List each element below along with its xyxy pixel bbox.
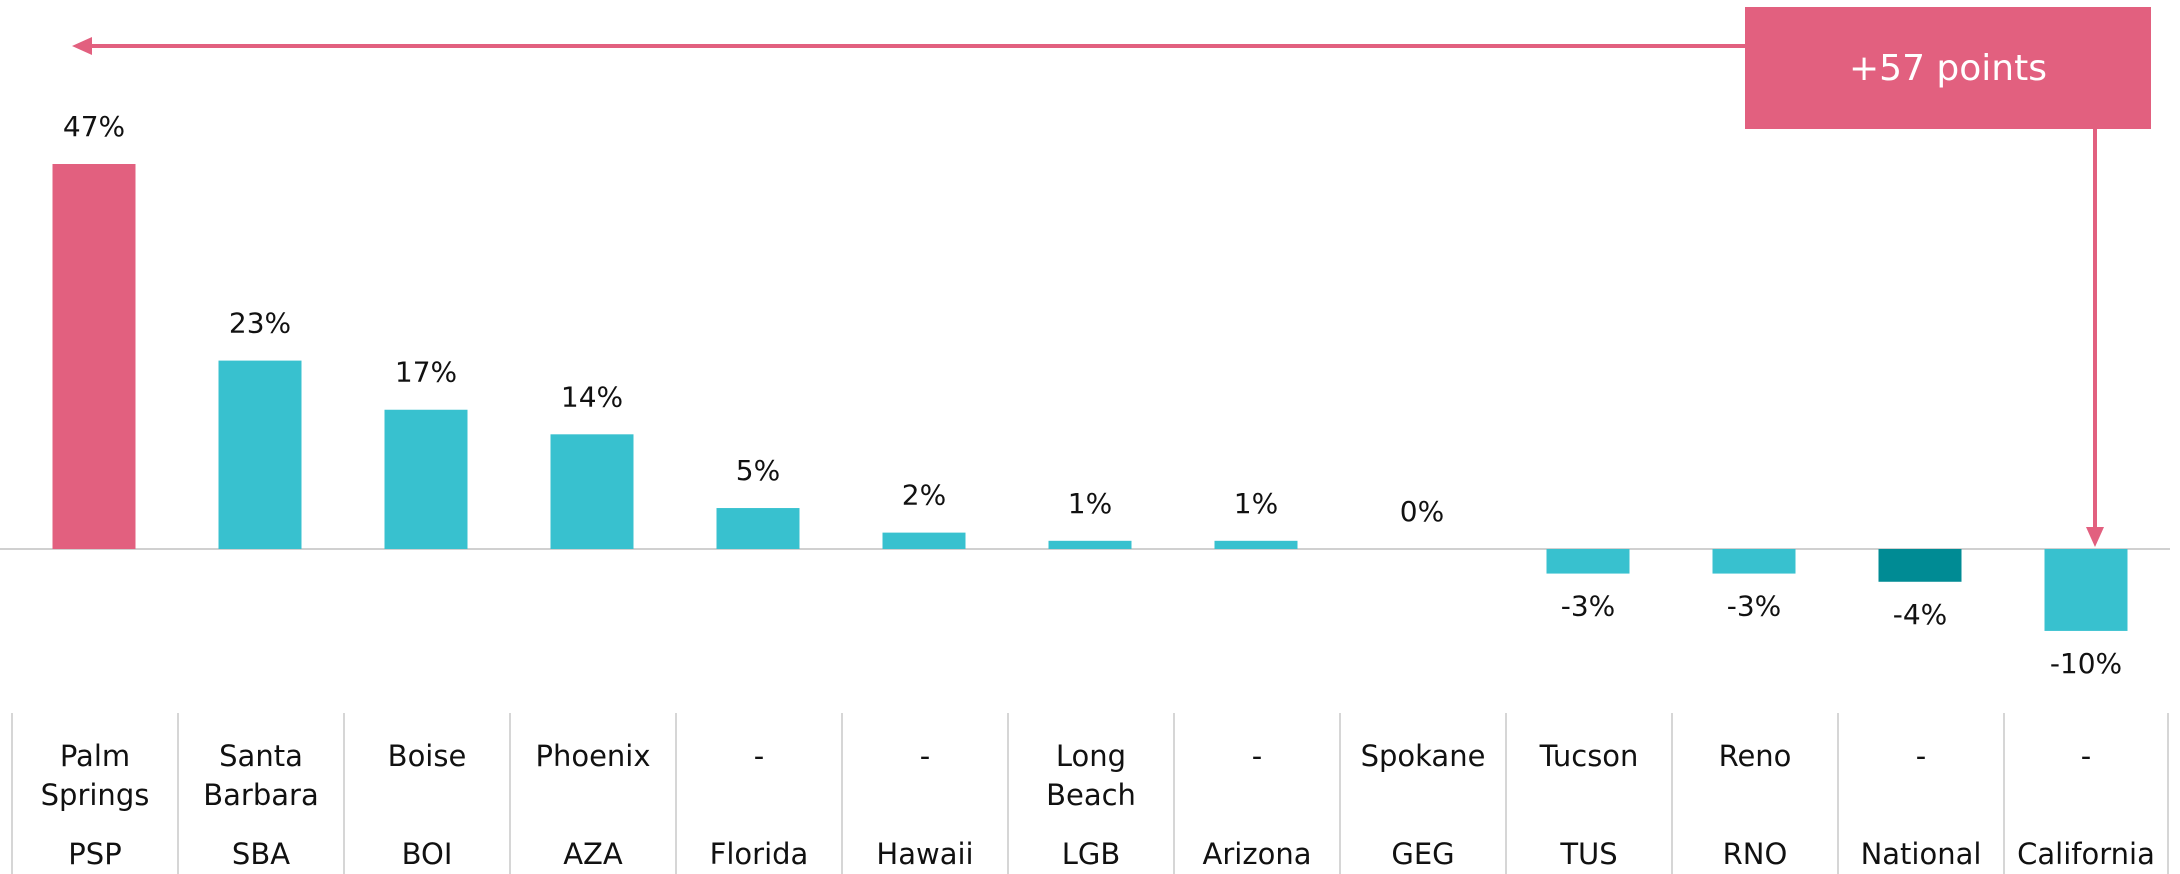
value-label: 47% [63, 110, 125, 143]
category-cell: Santa Barbara SBA [177, 713, 343, 874]
category-name: Tucson [1539, 739, 1639, 773]
value-label: -4% [1893, 598, 1948, 631]
bar [1546, 549, 1630, 574]
category-label: RNO [1722, 837, 1788, 871]
category-name: - [753, 739, 765, 773]
value-label: 0% [1400, 495, 1444, 528]
bar [384, 409, 468, 549]
value-label: -3% [1561, 590, 1616, 623]
category-cell: Reno RNO [1671, 713, 1837, 874]
bar [1878, 549, 1962, 582]
category-cell: Phoenix AZA [509, 713, 675, 874]
category-label: LGB [1061, 837, 1121, 871]
category-name: - [1915, 739, 1927, 773]
arrow-head [2086, 527, 2104, 547]
category-name: - [1251, 739, 1263, 773]
category-label: National [1860, 837, 1982, 871]
value-label: 14% [561, 380, 623, 413]
value-label: 1% [1234, 487, 1278, 520]
value-label: 1% [1068, 487, 1112, 520]
bar [716, 508, 800, 549]
annotation: +57 points [1745, 7, 2151, 129]
category-name: - [2080, 739, 2092, 773]
value-label: 2% [902, 479, 946, 512]
bar [2044, 549, 2128, 631]
category-name: Phoenix [535, 739, 651, 773]
arrow-head [72, 37, 92, 55]
value-label: 23% [229, 307, 291, 340]
category-name: Reno [1718, 739, 1792, 773]
category-cell: - Arizona [1173, 713, 1339, 874]
category-name: - [919, 739, 931, 773]
bar [1048, 540, 1132, 549]
category-label: AZA [563, 837, 623, 871]
category-name: Long Beach [1046, 739, 1136, 812]
category-label: Arizona [1202, 837, 1312, 871]
category-label: BOI [401, 837, 453, 871]
category-cell: - Florida [675, 713, 841, 874]
category-cell: Spokane GEG [1339, 713, 1505, 874]
bar [1712, 549, 1796, 574]
bar [218, 360, 302, 549]
category-cell: Palm Springs PSP [11, 713, 177, 874]
value-label: -10% [2050, 647, 2122, 680]
bar [1214, 540, 1298, 549]
category-cell: - California [2003, 713, 2169, 874]
category-label: PSP [68, 837, 122, 871]
value-label: 5% [736, 454, 780, 487]
category-name: Boise [387, 739, 467, 773]
bar [52, 164, 136, 549]
category-label: GEG [1391, 837, 1455, 871]
category-name: Santa Barbara [203, 739, 319, 812]
bar [882, 532, 966, 549]
category-cell: Tucson TUS [1505, 713, 1671, 874]
category-label: SBA [231, 837, 291, 871]
category-label: TUS [1560, 837, 1618, 871]
category-cell: Boise BOI [343, 713, 509, 874]
category-label: California [2017, 837, 2155, 871]
category-cell: - National [1837, 713, 2003, 874]
category-name: Spokane [1360, 739, 1486, 773]
category-label: Florida [709, 837, 809, 871]
value-label: 17% [395, 356, 457, 389]
category-label: Hawaii [876, 837, 974, 871]
category-name: Palm Springs [40, 739, 150, 812]
category-cell: - Hawaii [841, 713, 1007, 874]
bar [550, 434, 634, 549]
value-label: -3% [1727, 590, 1782, 623]
category-cell: Long Beach LGB [1007, 713, 1173, 874]
